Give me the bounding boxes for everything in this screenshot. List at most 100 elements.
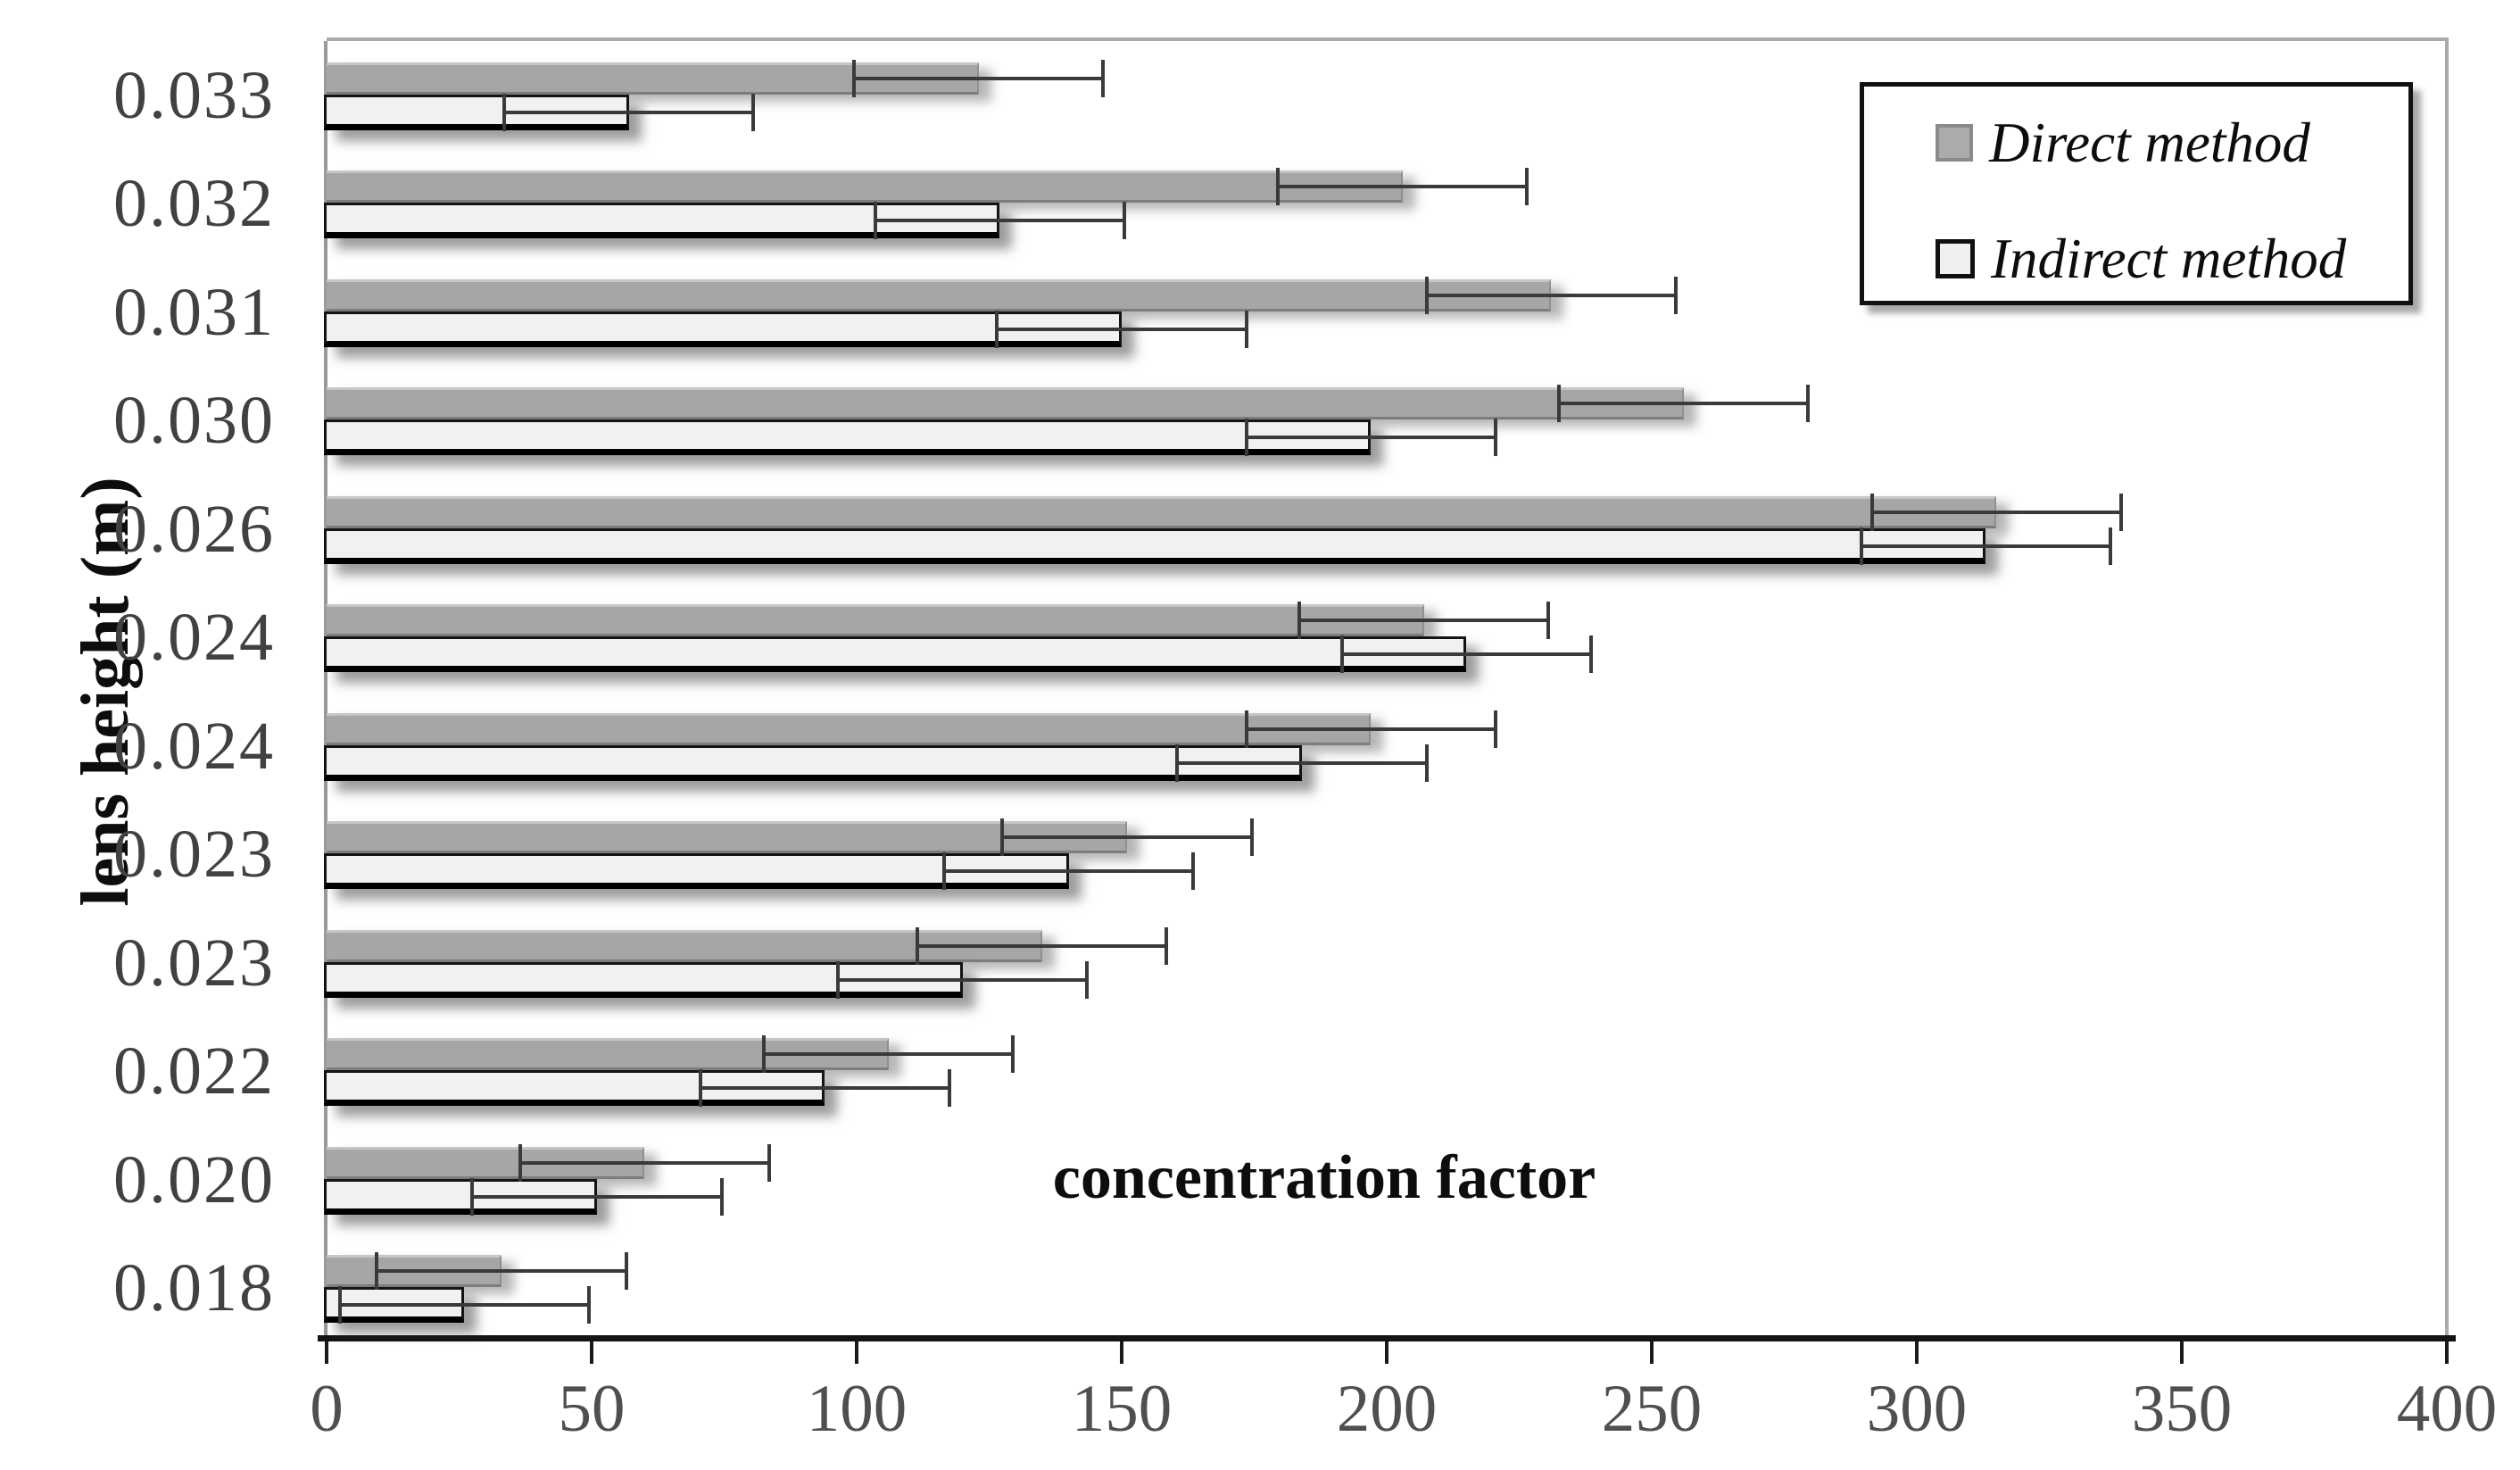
error-bar-line-indirect-8 (838, 977, 1088, 982)
error-bar-cap-low-indirect-10 (470, 1177, 475, 1216)
error-bar-cap-high-indirect-3 (1493, 419, 1497, 457)
error-bar-cap-high-direct-2 (1673, 276, 1678, 314)
error-bar-line-indirect-7 (944, 869, 1194, 874)
error-bar-cap-high-direct-5 (1546, 602, 1551, 640)
error-bar-cap-high-direct-4 (2118, 493, 2123, 531)
error-bar-line-indirect-2 (997, 327, 1247, 331)
x-tick-mark-7 (2180, 1341, 2184, 1364)
error-bar-cap-low-direct-4 (1869, 493, 1874, 531)
error-bar-cap-high-direct-6 (1493, 710, 1497, 748)
category-label-4: 0.026 (113, 491, 275, 567)
error-bar-line-direct-8 (917, 943, 1167, 948)
error-bar-line-direct-11 (377, 1268, 626, 1273)
error-bar-cap-high-indirect-1 (1122, 202, 1126, 240)
error-bar-cap-low-direct-5 (1297, 602, 1301, 640)
category-label-2: 0.031 (113, 274, 275, 350)
error-bar-cap-low-direct-1 (1276, 168, 1281, 206)
x-tick-label-2: 100 (806, 1372, 908, 1446)
category-label-5: 0.024 (113, 600, 275, 676)
x-tick-label-8: 400 (2396, 1372, 2498, 1446)
error-bar-cap-high-direct-7 (1249, 818, 1254, 857)
error-bar-line-indirect-5 (1341, 652, 1591, 657)
error-bar-cap-low-indirect-6 (1175, 743, 1180, 782)
error-bar-line-indirect-1 (875, 219, 1124, 223)
plot-right-border (2445, 37, 2449, 1339)
error-bar-line-direct-0 (854, 77, 1104, 80)
plot-top-border (327, 37, 2449, 41)
legend-label-indirect: Indirect method (1991, 228, 2347, 290)
x-tick-mark-0 (325, 1341, 328, 1364)
error-bar-cap-low-direct-10 (518, 1143, 522, 1182)
error-bar-cap-low-indirect-5 (1339, 635, 1344, 674)
bar-direct-3 (327, 387, 1684, 420)
error-bar-line-direct-6 (1246, 727, 1496, 731)
error-bar-cap-low-direct-9 (762, 1035, 767, 1074)
error-bar-cap-low-indirect-2 (995, 310, 999, 348)
error-bar-line-direct-3 (1559, 402, 1809, 406)
x-tick-mark-4 (1385, 1341, 1388, 1364)
x-tick-label-4: 200 (1336, 1372, 1438, 1446)
category-label-3: 0.030 (113, 383, 275, 459)
error-bar-cap-low-indirect-9 (698, 1069, 702, 1108)
x-axis-line (318, 1335, 2456, 1341)
error-bar-cap-high-direct-11 (624, 1251, 628, 1290)
error-bar-line-indirect-11 (339, 1302, 590, 1307)
bar-indirect-6 (324, 744, 1302, 781)
x-tick-label-5: 250 (1601, 1372, 1703, 1446)
error-bar-cap-high-indirect-5 (1588, 635, 1593, 674)
error-bar-line-indirect-6 (1177, 760, 1427, 765)
error-bar-cap-high-indirect-8 (1085, 960, 1090, 999)
error-bar-line-direct-5 (1298, 619, 1549, 623)
error-bar-cap-high-indirect-6 (1424, 743, 1429, 782)
bar-direct-6 (327, 712, 1372, 745)
category-label-6: 0.024 (113, 708, 275, 784)
bar-direct-0 (327, 62, 979, 95)
category-label-11: 0.018 (113, 1250, 275, 1325)
x-tick-label-3: 150 (1071, 1372, 1173, 1446)
x-tick-label-1: 50 (558, 1372, 626, 1446)
error-bar-cap-low-direct-2 (1424, 276, 1429, 314)
x-tick-mark-5 (1650, 1341, 1654, 1364)
bar-direct-4 (327, 495, 1997, 528)
x-tick-label-0: 0 (310, 1372, 344, 1446)
error-bar-cap-high-direct-1 (1525, 168, 1529, 206)
error-bar-line-indirect-3 (1246, 436, 1496, 440)
x-tick-mark-1 (590, 1341, 593, 1364)
bar-direct-7 (327, 821, 1127, 854)
error-bar-cap-high-indirect-10 (719, 1177, 724, 1216)
error-bar-line-indirect-9 (700, 1086, 949, 1091)
bar-direct-5 (327, 604, 1424, 637)
x-tick-label-7: 350 (2131, 1372, 2233, 1446)
category-label-10: 0.020 (113, 1142, 275, 1217)
error-bar-cap-high-direct-9 (1011, 1035, 1015, 1074)
legend-swatch-direct-icon (1936, 124, 1973, 162)
bar-indirect-5 (324, 636, 1467, 673)
legend: Direct method Indirect method (1860, 82, 2413, 305)
bar-indirect-10 (324, 1178, 597, 1215)
error-bar-line-direct-2 (1426, 293, 1676, 297)
error-bar-cap-low-indirect-7 (942, 852, 946, 891)
error-bar-line-indirect-10 (472, 1194, 722, 1199)
x-tick-mark-6 (1915, 1341, 1919, 1364)
error-bar-cap-high-direct-0 (1101, 60, 1106, 97)
legend-item-indirect: Indirect method (1936, 219, 2346, 299)
bar-direct-1 (327, 170, 1403, 203)
error-bar-line-indirect-0 (503, 111, 754, 114)
error-bar-cap-high-indirect-4 (2108, 527, 2112, 565)
x-tick-mark-3 (1120, 1341, 1123, 1364)
error-bar-cap-high-direct-10 (767, 1143, 771, 1182)
error-bar-cap-high-direct-3 (1806, 385, 1811, 423)
error-bar-cap-low-indirect-1 (873, 202, 877, 240)
error-bar-cap-high-indirect-0 (751, 94, 756, 131)
bar-indirect-4 (324, 527, 1986, 564)
bar-indirect-3 (324, 419, 1372, 456)
error-bar-cap-low-direct-8 (916, 926, 920, 965)
error-bar-line-direct-9 (764, 1052, 1014, 1057)
error-bar-cap-high-indirect-11 (587, 1285, 592, 1324)
error-bar-cap-low-indirect-3 (1244, 419, 1248, 457)
error-bar-cap-low-indirect-4 (1859, 527, 1863, 565)
x-tick-mark-8 (2445, 1341, 2449, 1364)
error-bar-cap-low-direct-3 (1557, 385, 1562, 423)
error-bar-line-indirect-4 (1861, 544, 2110, 548)
